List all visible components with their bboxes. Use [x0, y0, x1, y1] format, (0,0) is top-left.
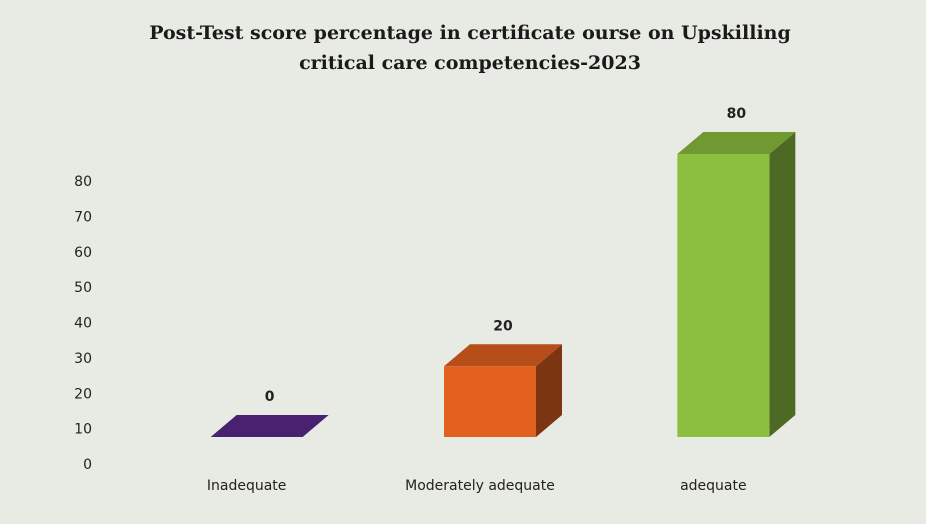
y-tick-label: 70	[74, 209, 92, 225]
bar-top	[444, 344, 562, 367]
x-tick-label: Inadequate	[207, 478, 287, 494]
value-label: 80	[727, 106, 747, 122]
bar-side	[769, 132, 796, 437]
value-label: 0	[265, 389, 275, 405]
value-label: 20	[493, 318, 513, 334]
y-tick-label: 10	[74, 422, 92, 438]
x-tick-label: Moderately adequate	[405, 478, 555, 494]
bar-front	[677, 154, 770, 437]
bar-top	[210, 415, 329, 437]
chart-title: Post-Test score percentage in certificat…	[149, 22, 791, 74]
y-tick-label: 40	[74, 316, 92, 332]
bar	[444, 344, 562, 437]
bar	[677, 132, 796, 437]
y-tick-label: 80	[74, 174, 92, 190]
bar-front	[444, 366, 536, 437]
y-tick-label: 60	[74, 245, 92, 261]
bar	[210, 415, 329, 437]
y-tick-label: 20	[74, 386, 92, 402]
y-tick-label: 0	[83, 457, 92, 473]
bar-side	[536, 344, 562, 437]
y-tick-label: 30	[74, 351, 92, 367]
bar-top	[677, 132, 796, 154]
x-tick-label: adequate	[680, 478, 747, 494]
y-tick-label: 50	[74, 280, 92, 296]
